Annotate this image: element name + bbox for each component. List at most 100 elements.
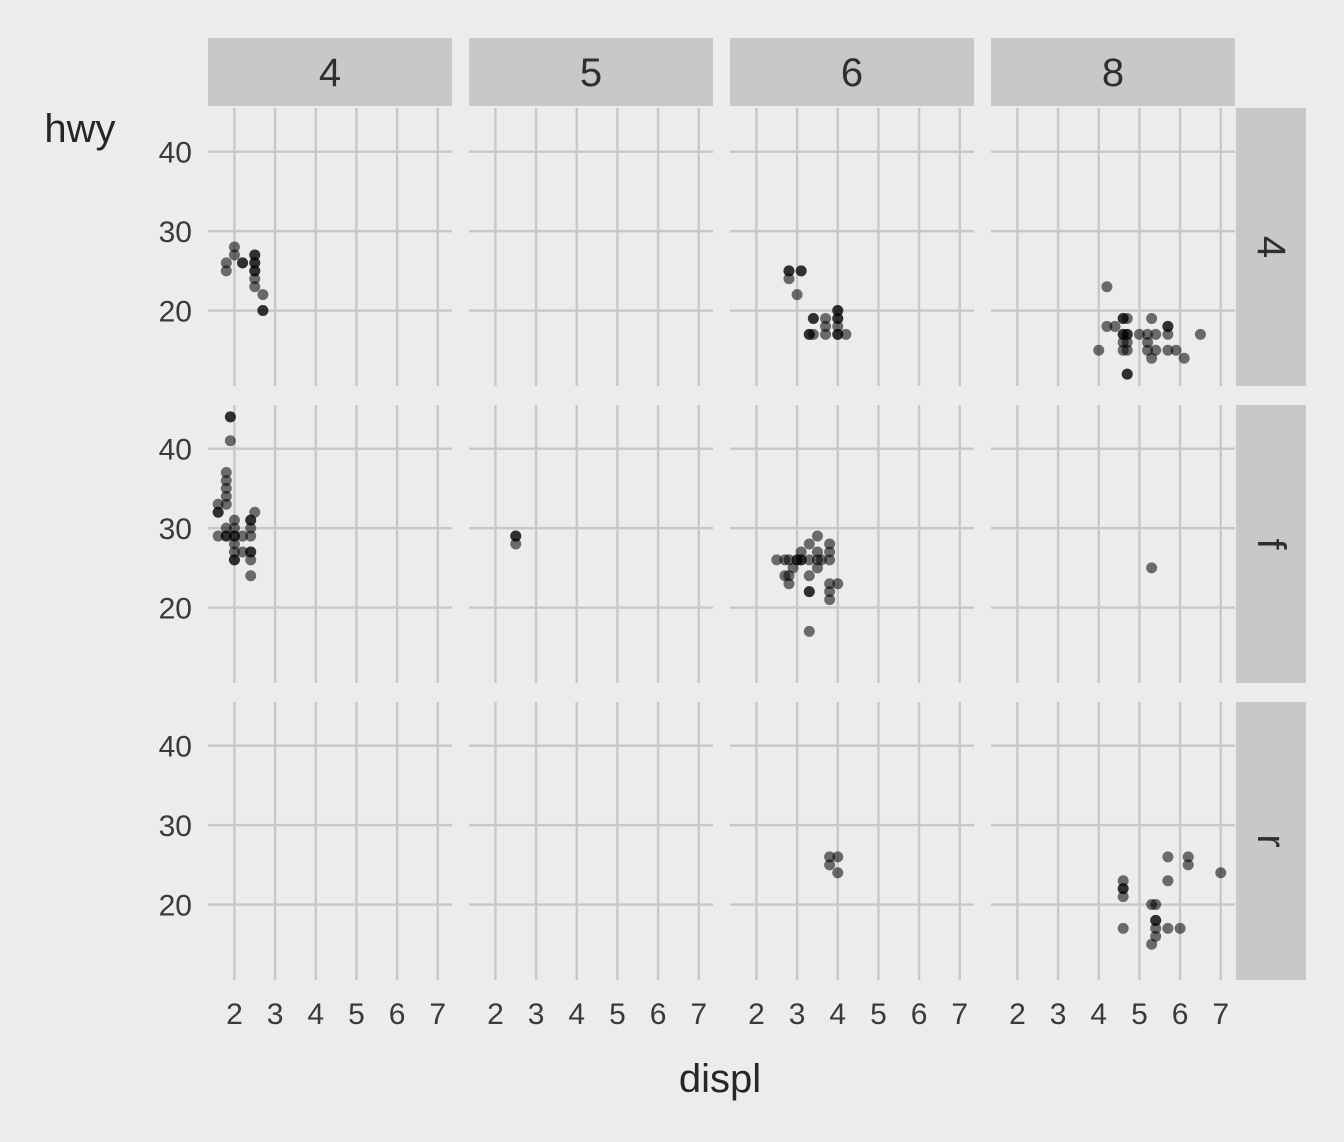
x-tick-label: 4 xyxy=(568,998,585,1031)
row-strip-label: r xyxy=(1249,834,1293,847)
data-point xyxy=(1121,368,1133,380)
data-point xyxy=(249,265,261,277)
data-point xyxy=(249,249,261,261)
data-point xyxy=(228,530,240,542)
x-tick-label: 7 xyxy=(951,998,968,1031)
data-point xyxy=(795,546,807,558)
y-tick-label: 40 xyxy=(159,434,192,467)
x-tick-label: 2 xyxy=(748,998,765,1031)
data-point xyxy=(803,570,815,582)
strip-background xyxy=(1236,702,1306,980)
data-point xyxy=(807,312,819,324)
data-point xyxy=(1117,922,1129,934)
data-point xyxy=(783,578,795,590)
data-point xyxy=(791,289,803,301)
x-tick-label: 3 xyxy=(1050,998,1067,1031)
data-point xyxy=(1117,875,1129,887)
data-point xyxy=(803,625,815,637)
data-point xyxy=(824,859,836,871)
data-point xyxy=(1121,312,1133,324)
data-point xyxy=(510,538,522,550)
data-point xyxy=(1150,344,1162,356)
panel-r-5 xyxy=(469,702,713,980)
x-tick-label: 3 xyxy=(789,998,806,1031)
panel-f-5 xyxy=(469,405,713,683)
data-point xyxy=(820,320,832,332)
panel-r-4 xyxy=(208,702,452,980)
data-point xyxy=(510,530,522,542)
panel-4-8 xyxy=(991,108,1235,386)
data-point xyxy=(1146,312,1158,324)
data-point xyxy=(832,851,844,863)
data-point xyxy=(824,594,836,606)
data-point xyxy=(1162,344,1174,356)
data-point xyxy=(228,514,240,526)
data-point xyxy=(220,467,232,479)
data-point xyxy=(1162,320,1174,332)
panel-r-6 xyxy=(730,702,974,980)
x-tick-label: 4 xyxy=(307,998,324,1031)
data-point xyxy=(224,411,236,423)
col-strip-6: 6 xyxy=(730,38,974,106)
strip-background xyxy=(208,38,452,106)
col-strip-label: 8 xyxy=(1102,51,1124,95)
data-point xyxy=(228,538,240,550)
col-strip-label: 6 xyxy=(841,51,863,95)
data-point xyxy=(1150,914,1162,926)
data-point xyxy=(811,530,823,542)
data-point xyxy=(228,241,240,253)
x-tick-label: 4 xyxy=(829,998,846,1031)
data-point xyxy=(237,530,249,542)
data-point xyxy=(245,554,257,566)
data-point xyxy=(1150,930,1162,942)
panel-background xyxy=(730,108,974,386)
y-tick-label: 40 xyxy=(159,731,192,764)
data-point xyxy=(1150,922,1162,934)
y-tick-label: 30 xyxy=(159,216,192,249)
data-point xyxy=(824,578,836,590)
y-tick-label: 20 xyxy=(159,296,192,329)
data-point xyxy=(832,312,844,324)
data-point xyxy=(1170,344,1182,356)
strip-background xyxy=(730,38,974,106)
col-strip-label: 4 xyxy=(319,51,341,95)
data-point xyxy=(832,305,844,317)
data-point xyxy=(824,851,836,863)
row-strip-label: f xyxy=(1249,538,1293,550)
strip-background xyxy=(1236,108,1306,386)
panel-background xyxy=(991,702,1235,980)
y-tick-label: 30 xyxy=(159,513,192,546)
row-strip-4: 4 xyxy=(1236,108,1306,386)
x-tick-label: 6 xyxy=(650,998,667,1031)
strip-background xyxy=(991,38,1235,106)
data-point xyxy=(245,570,257,582)
data-point xyxy=(1101,320,1113,332)
panel-background xyxy=(208,108,452,386)
y-tick-label: 20 xyxy=(159,890,192,923)
data-point xyxy=(245,546,257,558)
data-point xyxy=(1101,281,1113,293)
data-point xyxy=(224,435,236,447)
x-tick-label: 2 xyxy=(226,998,243,1031)
data-point xyxy=(220,522,232,534)
data-point xyxy=(220,482,232,494)
data-point xyxy=(832,578,844,590)
data-point xyxy=(824,546,836,558)
y-axis-title: hwy xyxy=(44,107,115,151)
data-point xyxy=(228,249,240,261)
panel-4-5 xyxy=(469,108,713,386)
x-tick-label: 6 xyxy=(389,998,406,1031)
data-point xyxy=(245,530,257,542)
x-tick-label: 5 xyxy=(348,998,365,1031)
data-point xyxy=(1174,922,1186,934)
data-point xyxy=(245,522,257,534)
col-strip-4: 4 xyxy=(208,38,452,106)
data-point xyxy=(220,530,232,542)
x-tick-label: 7 xyxy=(690,998,707,1031)
panel-background xyxy=(469,108,713,386)
panel-4-4 xyxy=(208,108,452,386)
data-point xyxy=(771,554,783,566)
data-point xyxy=(1142,336,1154,348)
data-point xyxy=(1133,328,1145,340)
